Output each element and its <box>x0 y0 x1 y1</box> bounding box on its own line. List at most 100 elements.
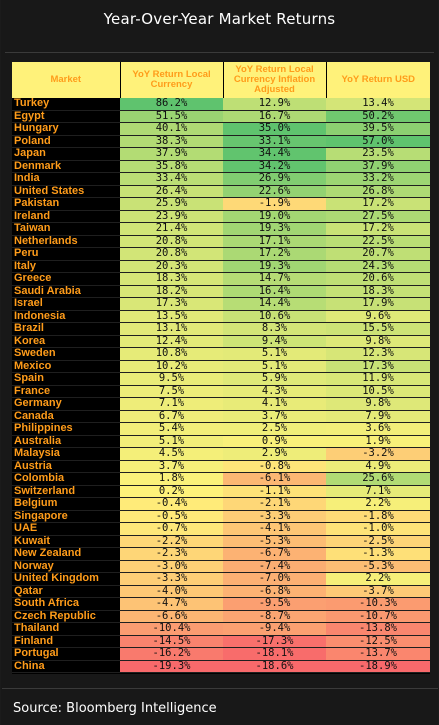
local-return-cell: -0.7% <box>120 522 223 536</box>
market-name-cell: Norway <box>12 560 120 573</box>
market-name-cell: France <box>12 385 120 398</box>
market-name-cell: Germany <box>12 397 120 411</box>
inflation-adjusted-cell: -6.1% <box>223 472 326 486</box>
table-row: Singapore -0.5% -3.3% -1.8% <box>12 510 430 523</box>
table-row: India 33.4% 26.9% 33.2% <box>12 172 430 186</box>
local-return-cell: -10.4% <box>120 622 223 636</box>
local-return-cell: 1.8% <box>120 472 223 486</box>
local-return-cell: 5.4% <box>120 422 223 436</box>
usd-return-cell: -13.7% <box>326 647 430 661</box>
usd-return-cell: 24.3% <box>326 260 430 273</box>
market-name-cell: Ireland <box>12 210 120 223</box>
local-return-cell: 18.3% <box>120 272 223 286</box>
market-name-cell: Greece <box>12 272 120 286</box>
inflation-adjusted-cell: 34.4% <box>223 147 326 161</box>
usd-return-cell: 9.6% <box>326 310 430 323</box>
table-row: Poland 38.3% 33.1% 57.0% <box>12 135 430 148</box>
usd-return-cell: -13.8% <box>326 622 430 636</box>
inflation-adjusted-cell: 22.6% <box>223 185 326 198</box>
local-return-cell: 0.2% <box>120 485 223 498</box>
inflation-adjusted-cell: 2.9% <box>223 447 326 461</box>
market-name-cell: Spain <box>12 372 120 386</box>
table-row: Brazil 13.1% 8.3% 15.5% <box>12 322 430 336</box>
local-return-cell: 40.1% <box>120 122 223 136</box>
inflation-adjusted-cell: -5.3% <box>223 535 326 548</box>
market-name-cell: Netherlands <box>12 235 120 248</box>
usd-return-cell: 25.6% <box>326 472 430 486</box>
market-name-cell: Israel <box>12 297 120 311</box>
local-return-cell: 10.8% <box>120 347 223 361</box>
market-name-cell: Peru <box>12 247 120 261</box>
local-return-cell: -4.7% <box>120 597 223 611</box>
usd-return-cell: 11.9% <box>326 372 430 386</box>
market-name-cell: Philippines <box>12 422 120 436</box>
table-row: Japan 37.9% 34.4% 23.5% <box>12 147 430 161</box>
market-name-cell: Portugal <box>12 647 120 661</box>
inflation-adjusted-cell: 16.4% <box>223 285 326 298</box>
local-return-cell: 18.2% <box>120 285 223 298</box>
local-return-cell: 38.3% <box>120 135 223 148</box>
header-local-currency: YoY Return Local Currency <box>120 62 224 98</box>
market-name-cell: Canada <box>12 410 120 423</box>
local-return-cell: 26.4% <box>120 185 223 198</box>
table-row: Switzerland 0.2% -1.1% 7.1% <box>12 485 430 498</box>
local-return-cell: -3.3% <box>120 572 223 586</box>
usd-return-cell: 15.5% <box>326 322 430 336</box>
local-return-cell: -16.2% <box>120 647 223 661</box>
table-row: United Kingdom -3.3% -7.0% 2.2% <box>12 572 430 586</box>
inflation-adjusted-cell: 17.1% <box>223 235 326 248</box>
table-row: Mexico 10.2% 5.1% 17.3% <box>12 360 430 373</box>
table-row: Pakistan 25.9% -1.9% 17.2% <box>12 197 430 211</box>
usd-return-cell: 50.2% <box>326 110 430 123</box>
local-return-cell: -19.3% <box>120 660 223 673</box>
table-row: Hungary 40.1% 35.0% 39.5% <box>12 122 430 136</box>
market-name-cell: Colombia <box>12 472 120 486</box>
inflation-adjusted-cell: 19.3% <box>223 260 326 273</box>
table-row: Germany 7.1% 4.1% 9.8% <box>12 397 430 411</box>
inflation-adjusted-cell: -9.4% <box>223 622 326 636</box>
usd-return-cell: 17.3% <box>326 360 430 373</box>
local-return-cell: 13.5% <box>120 310 223 323</box>
table-row: Finland -14.5% -17.3% -12.5% <box>12 635 430 648</box>
inflation-adjusted-cell: -7.0% <box>223 572 326 586</box>
local-return-cell: 9.5% <box>120 372 223 386</box>
inflation-adjusted-cell: 26.9% <box>223 172 326 186</box>
usd-return-cell: 17.2% <box>326 222 430 236</box>
usd-return-cell: 57.0% <box>326 135 430 148</box>
local-return-cell: -14.5% <box>120 635 223 648</box>
inflation-adjusted-cell: 3.7% <box>223 410 326 423</box>
usd-return-cell: 7.1% <box>326 485 430 498</box>
inflation-adjusted-cell: -1.9% <box>223 197 326 211</box>
table-row: Canada 6.7% 3.7% 7.9% <box>12 410 430 423</box>
usd-return-cell: -12.5% <box>326 635 430 648</box>
returns-table-container: Market YoY Return Local Currency YoY Ret… <box>12 62 430 674</box>
table-row: Peru 20.8% 17.2% 20.7% <box>12 247 430 261</box>
table-row: Sweden 10.8% 5.1% 12.3% <box>12 347 430 361</box>
usd-return-cell: 13.4% <box>326 98 430 111</box>
local-return-cell: 33.4% <box>120 172 223 186</box>
market-name-cell: India <box>12 172 120 186</box>
inflation-adjusted-cell: -4.1% <box>223 522 326 536</box>
inflation-adjusted-cell: 17.2% <box>223 247 326 261</box>
market-name-cell: New Zealand <box>12 547 120 561</box>
usd-return-cell: 17.2% <box>326 197 430 211</box>
usd-return-cell: 9.8% <box>326 335 430 348</box>
local-return-cell: 35.8% <box>120 160 223 173</box>
market-name-cell: Thailand <box>12 622 120 636</box>
market-name-cell: Taiwan <box>12 222 120 236</box>
usd-return-cell: -10.3% <box>326 597 430 611</box>
usd-return-cell: 22.5% <box>326 235 430 248</box>
usd-return-cell: 18.3% <box>326 285 430 298</box>
table-row: Israel 17.3% 14.4% 17.9% <box>12 297 430 311</box>
inflation-adjusted-cell: 5.9% <box>223 372 326 386</box>
local-return-cell: 21.4% <box>120 222 223 236</box>
usd-return-cell: -3.7% <box>326 585 430 598</box>
table-row: Taiwan 21.4% 19.3% 17.2% <box>12 222 430 236</box>
table-row: Indonesia 13.5% 10.6% 9.6% <box>12 310 430 323</box>
usd-return-cell: 17.9% <box>326 297 430 311</box>
inflation-adjusted-cell: -17.3% <box>223 635 326 648</box>
table-row: Portugal -16.2% -18.1% -13.7% <box>12 647 430 661</box>
table-row: Czech Republic -6.6% -8.7% -10.7% <box>12 610 430 623</box>
market-name-cell: Japan <box>12 147 120 161</box>
